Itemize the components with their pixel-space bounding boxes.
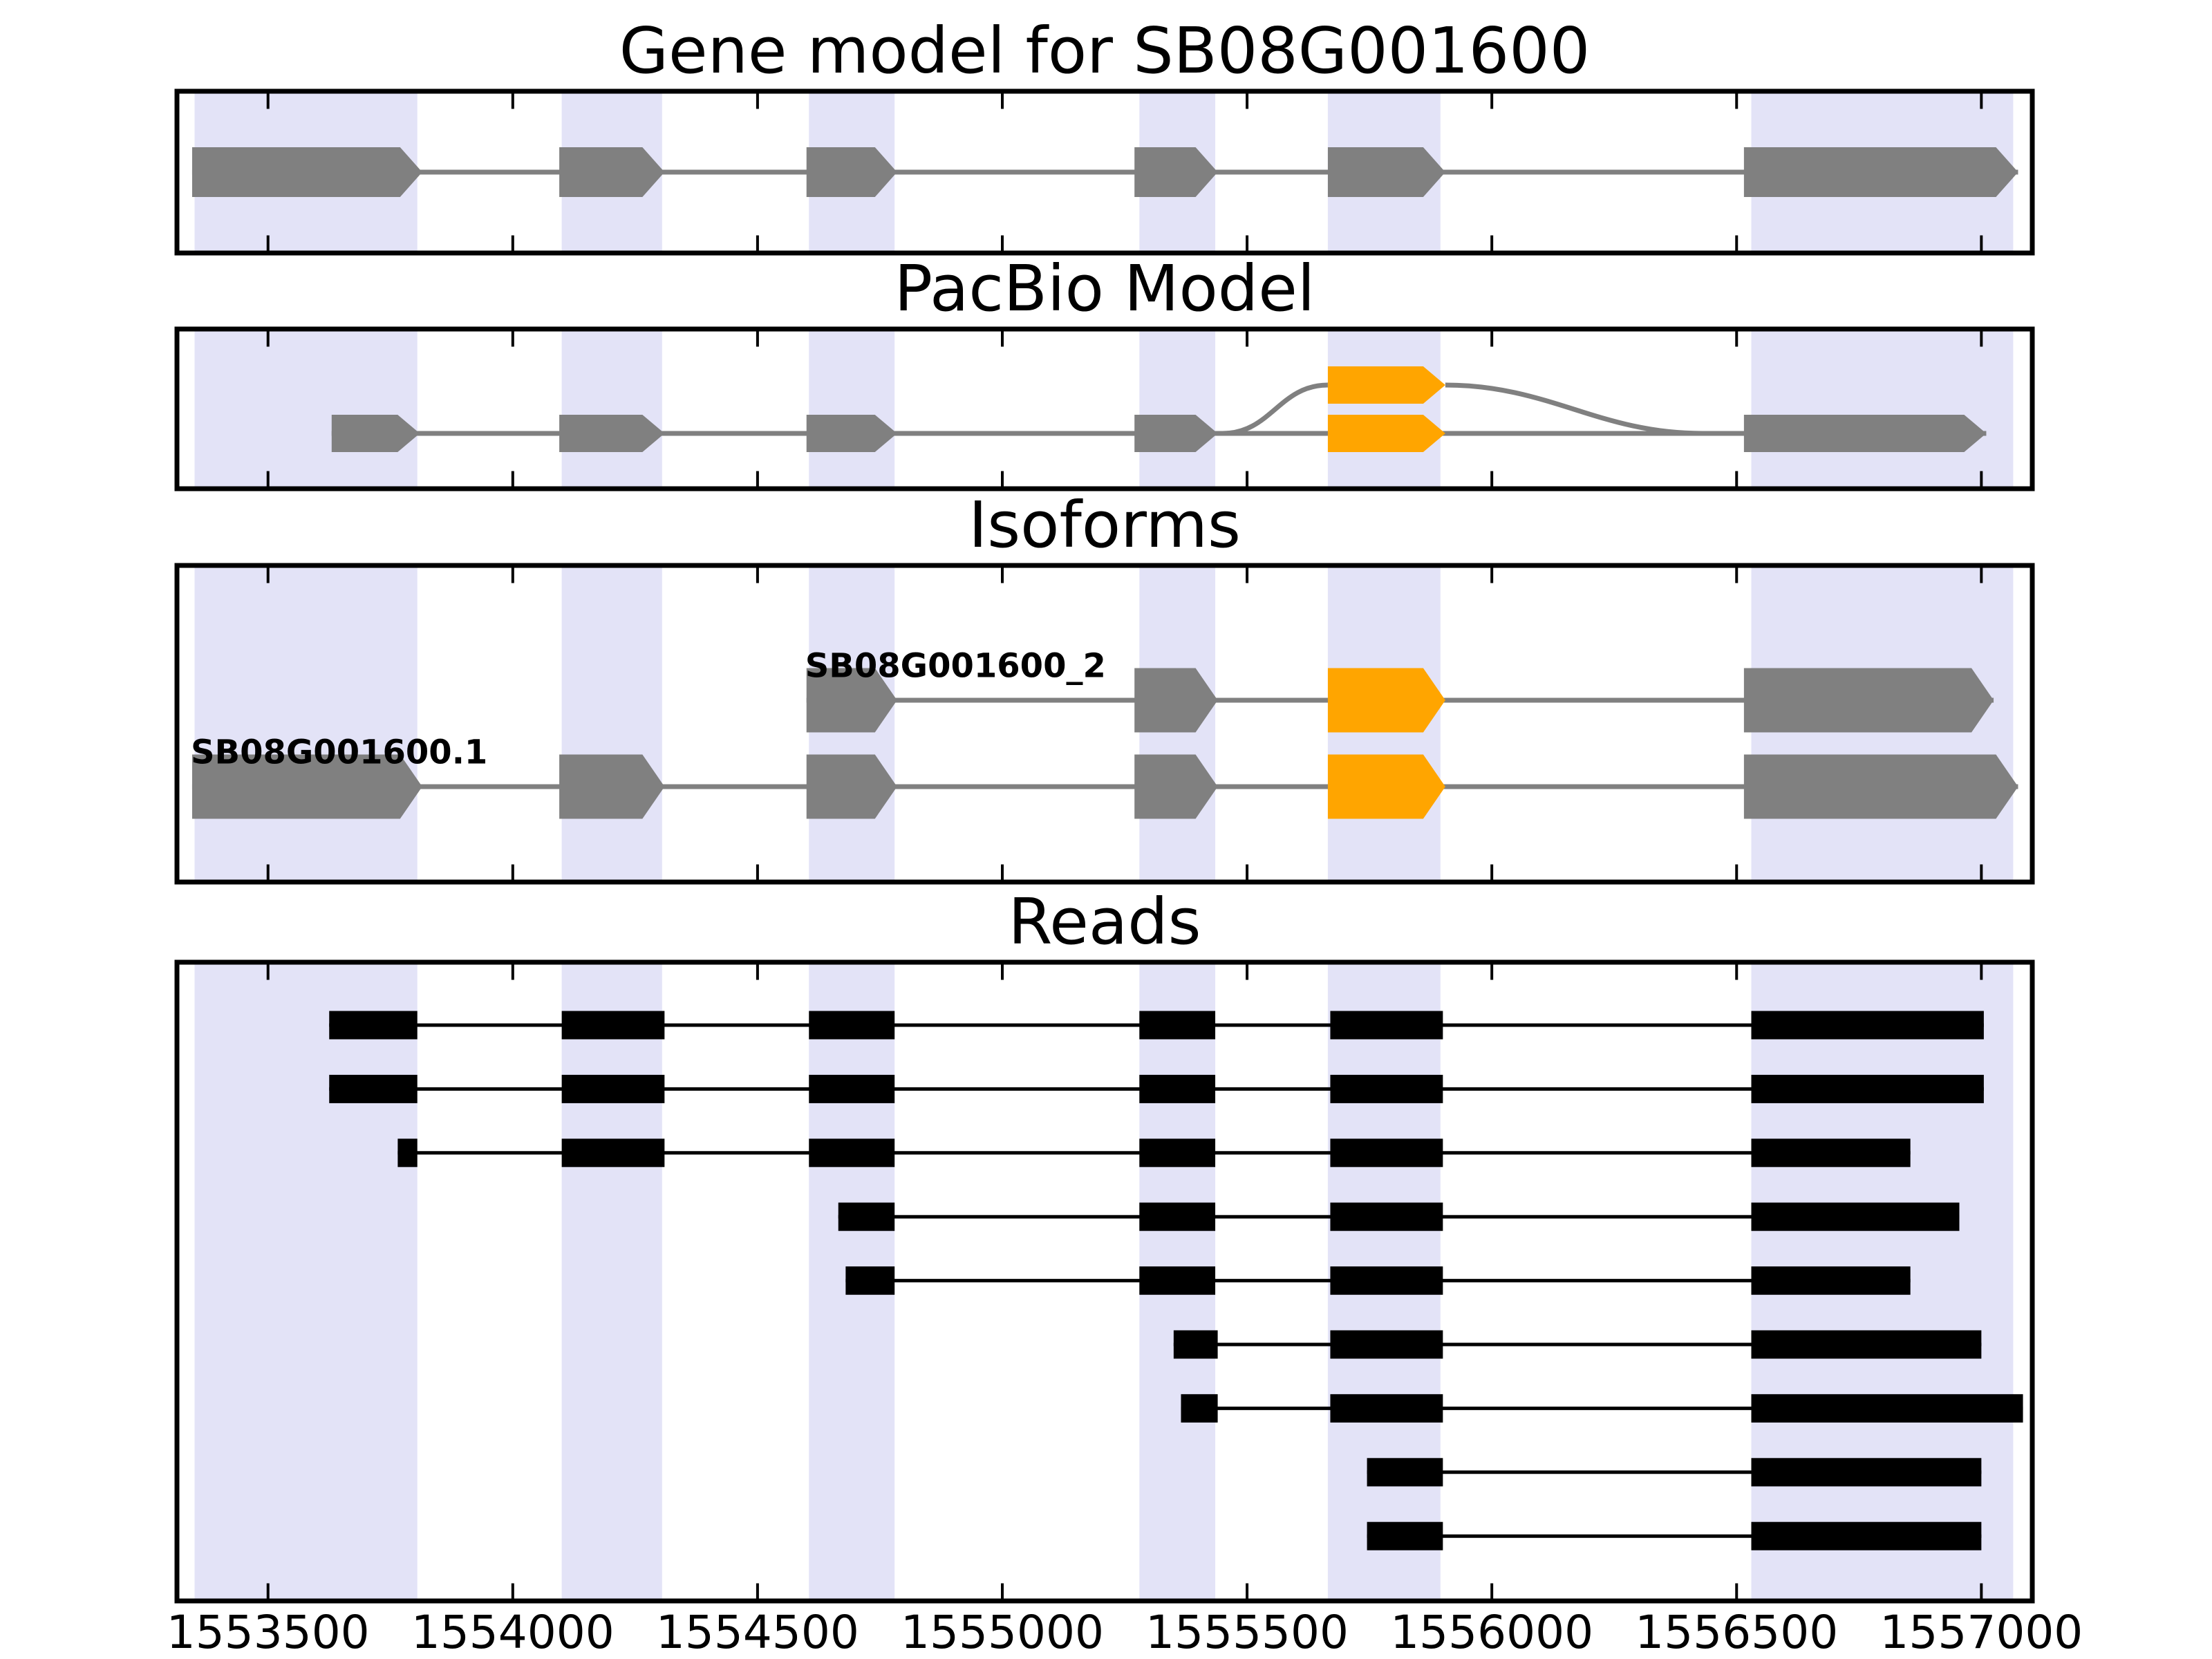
exon-arrow xyxy=(806,147,897,197)
alt-exon-arrow xyxy=(1327,668,1445,733)
read-block xyxy=(1330,1074,1443,1103)
read-block xyxy=(1751,1394,2023,1423)
read-block xyxy=(1139,1266,1216,1295)
read-block xyxy=(1330,1266,1443,1295)
exon-arrow xyxy=(191,147,422,197)
read-block xyxy=(397,1138,418,1168)
read-block xyxy=(1330,1138,1443,1168)
read-block xyxy=(1751,1266,1911,1295)
x-tick-label: 1557000 xyxy=(1880,1606,2083,1659)
exon-highlight-band xyxy=(561,964,662,1599)
alt-exon-arrow xyxy=(1327,366,1445,404)
panel-border-reads xyxy=(174,959,2035,1604)
panel-title-isoforms: Isoforms xyxy=(968,488,1241,562)
exon-arrow xyxy=(1134,668,1218,733)
panel-title-reads: Reads xyxy=(1008,885,1201,959)
read-block xyxy=(1139,1202,1216,1231)
read-block xyxy=(329,1011,418,1040)
read-block xyxy=(845,1266,895,1295)
exon-arrow xyxy=(806,754,897,819)
exon-arrow xyxy=(331,415,420,452)
x-tick-label: 1556000 xyxy=(1390,1606,1593,1659)
exon-arrow xyxy=(806,415,897,452)
panel-border-pacbio-model xyxy=(174,326,2035,491)
panel-title-gene-model: Gene model for SB08G001600 xyxy=(619,14,1591,88)
exon-arrow xyxy=(1134,147,1218,197)
read-block xyxy=(1139,1074,1216,1103)
isoform-label: SB08G001600.1 xyxy=(191,733,487,772)
splice-curve xyxy=(1222,382,1328,436)
x-tick-label: 1555000 xyxy=(901,1606,1104,1659)
exon-highlight-band xyxy=(1327,331,1441,487)
read-block xyxy=(1139,1138,1216,1168)
read-block xyxy=(1367,1521,1443,1550)
x-tick-label: 1555500 xyxy=(1145,1606,1349,1659)
read-block xyxy=(1751,1202,1960,1231)
exon-arrow xyxy=(806,668,897,733)
read-block xyxy=(1751,1138,1911,1168)
panel-border-isoforms xyxy=(174,563,2035,885)
panel-frames-layer xyxy=(174,88,2035,1604)
x-tick-label: 1554000 xyxy=(411,1606,615,1659)
features-layer: SB08G001600_2 SB08G001600.1 xyxy=(191,147,2023,1550)
read-block xyxy=(1751,1074,1984,1103)
read-block xyxy=(1751,1011,1984,1040)
read-block xyxy=(1330,1394,1443,1423)
panel-title-pacbio-model: PacBio Model xyxy=(894,252,1315,326)
exon-arrow xyxy=(1327,147,1445,197)
read-block xyxy=(1139,1011,1216,1040)
read-block xyxy=(1330,1011,1443,1040)
exon-arrow xyxy=(1743,754,2018,819)
read-block xyxy=(1330,1330,1443,1359)
exon-highlight-band xyxy=(1139,331,1216,487)
x-tick-label: 1554500 xyxy=(656,1606,859,1659)
read-block xyxy=(838,1202,895,1231)
exon-arrow xyxy=(1743,147,2018,197)
exon-highlight-band xyxy=(194,964,418,1599)
exon-highlight-band xyxy=(194,568,418,880)
read-block xyxy=(561,1074,665,1103)
read-block xyxy=(561,1011,665,1040)
read-block xyxy=(561,1138,665,1168)
read-block xyxy=(1751,1330,1982,1359)
x-tick-label: 1556500 xyxy=(1635,1606,1838,1659)
read-block xyxy=(1751,1521,1982,1550)
read-block xyxy=(1751,1458,1982,1487)
exon-arrow xyxy=(1743,668,1994,733)
exon-highlight-band xyxy=(1751,331,2014,487)
exon-highlight-band xyxy=(809,331,895,487)
x-tick-label: 1553500 xyxy=(167,1606,370,1659)
exon-arrow xyxy=(559,147,665,197)
panel-border-gene-model xyxy=(174,88,2035,256)
splice-curve xyxy=(1445,382,1703,436)
read-block xyxy=(1173,1330,1218,1359)
exon-highlight-band xyxy=(194,331,418,487)
read-block xyxy=(1330,1202,1443,1231)
alt-exon-arrow xyxy=(1327,415,1445,452)
alt-exon-arrow xyxy=(1327,754,1445,819)
read-block xyxy=(1367,1458,1443,1487)
exon-arrow xyxy=(1134,754,1218,819)
exon-arrow xyxy=(559,754,665,819)
read-block xyxy=(1181,1394,1218,1423)
exon-highlight-band xyxy=(561,331,662,487)
isoform-label: SB08G001600_2 xyxy=(805,647,1106,686)
read-block xyxy=(809,1138,895,1168)
exon-highlight-band xyxy=(561,568,662,880)
read-block xyxy=(329,1074,418,1103)
read-block xyxy=(809,1011,895,1040)
x-axis-layer: 1553500 1554000 1554500 1555000 1555500 15560… xyxy=(167,93,2083,1659)
read-block xyxy=(809,1074,895,1103)
exon-arrow xyxy=(191,754,422,819)
exon-arrow xyxy=(1134,415,1218,452)
exon-arrow xyxy=(559,415,665,452)
exon-arrow xyxy=(1743,415,1987,452)
